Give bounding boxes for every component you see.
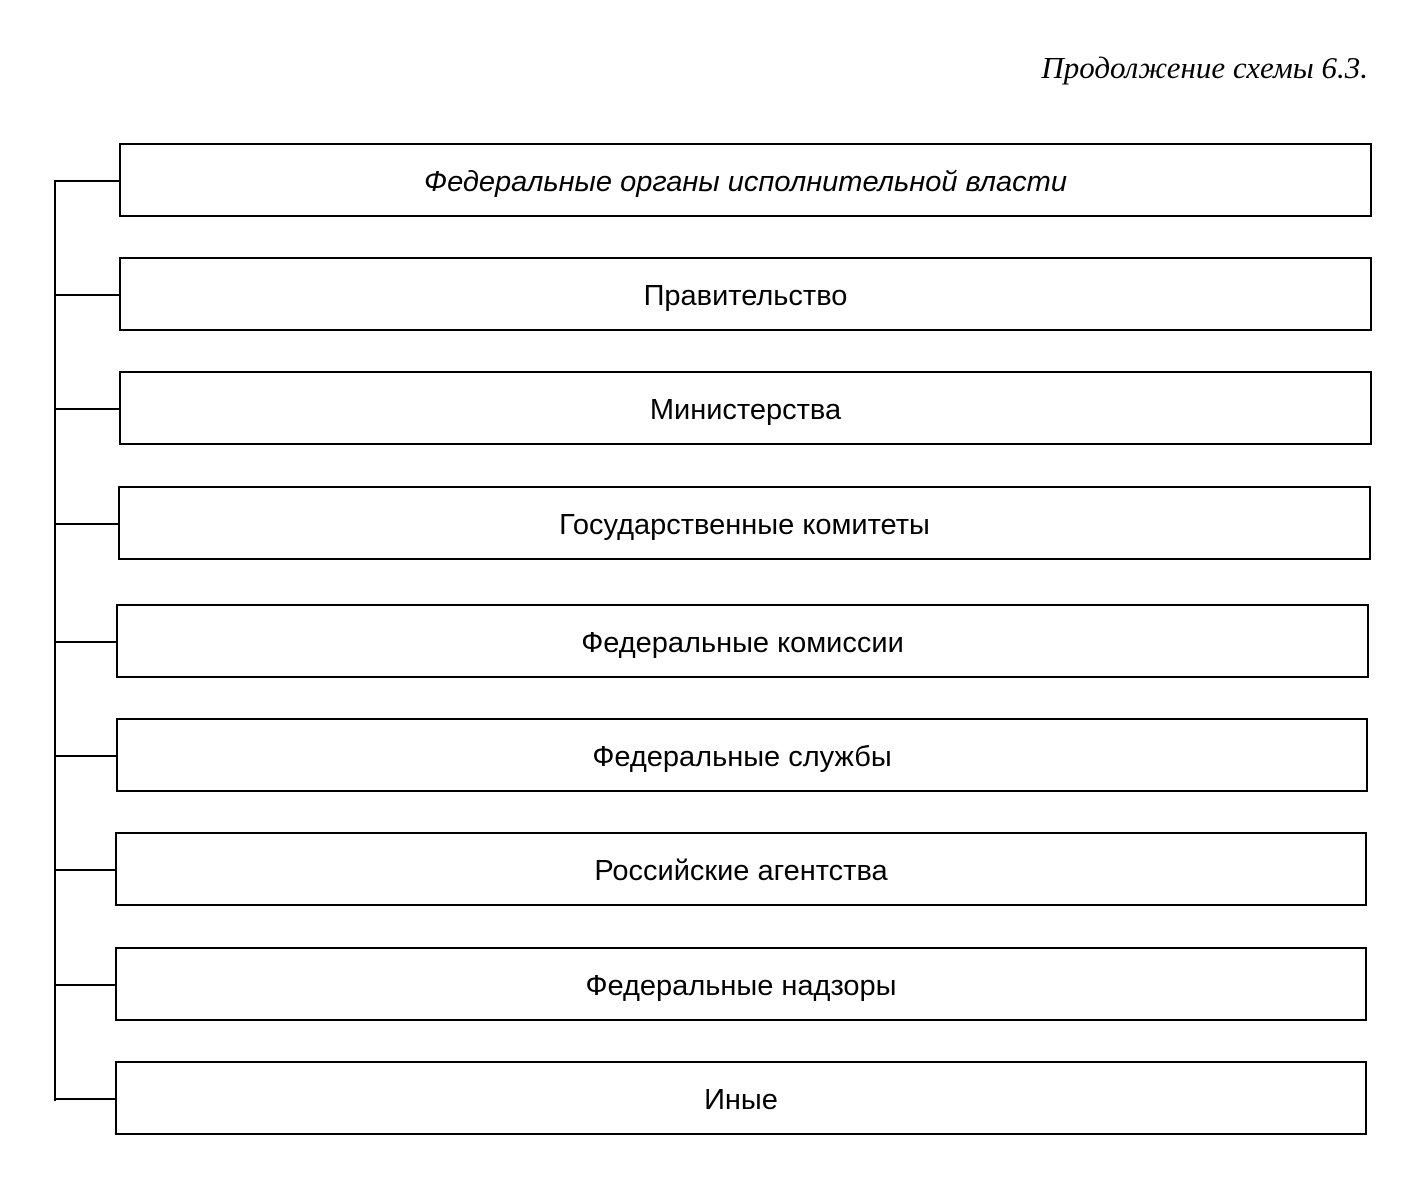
- connector-branch: [54, 523, 118, 525]
- connector-branch: [54, 641, 116, 643]
- item-box: Российские агентства: [115, 832, 1367, 906]
- item-box: Министерства: [119, 371, 1372, 445]
- box-label: Федеральные комиссии: [581, 626, 904, 659]
- box-label: Российские агентства: [594, 854, 888, 887]
- box-label: Федеральные надзоры: [585, 969, 897, 1002]
- diagram-caption: Продолжение схемы 6.3.: [1041, 50, 1368, 85]
- box-label: Государственные комитеты: [559, 508, 930, 541]
- connector-branch: [54, 180, 119, 182]
- connector-branch: [54, 755, 116, 757]
- box-label: Иные: [704, 1083, 778, 1116]
- header-box: Федеральные органы исполнительной власти: [119, 143, 1372, 217]
- item-box: Федеральные надзоры: [115, 947, 1367, 1021]
- connector-branch: [54, 294, 119, 296]
- box-label: Министерства: [649, 393, 842, 426]
- connector-branch: [54, 1098, 115, 1100]
- connector-branch: [54, 408, 119, 410]
- item-box: Государственные комитеты: [118, 486, 1371, 560]
- box-label: Федеральные службы: [592, 740, 892, 773]
- item-box: Федеральные службы: [116, 718, 1368, 792]
- connector-branch: [54, 869, 115, 871]
- item-box: Правительство: [119, 257, 1372, 331]
- box-label: Правительство: [643, 279, 848, 312]
- item-box: Федеральные комиссии: [116, 604, 1369, 678]
- connector-branch: [54, 984, 115, 986]
- item-box: Иные: [115, 1061, 1367, 1135]
- box-label: Федеральные органы исполнительной власти: [424, 165, 1067, 198]
